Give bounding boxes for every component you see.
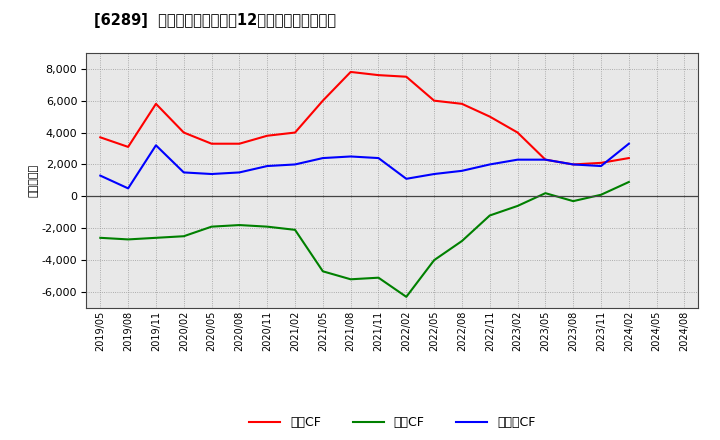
営業CF <box>402 74 410 79</box>
フリーCF <box>513 157 522 162</box>
Line: フリーCF: フリーCF <box>100 144 629 188</box>
フリーCF <box>374 155 383 161</box>
営業CF <box>458 101 467 106</box>
営業CF <box>152 101 161 106</box>
投資CF <box>179 234 188 239</box>
営業CF <box>624 155 633 161</box>
Y-axis label: （百万円）: （百万円） <box>29 164 39 197</box>
投資CF <box>374 275 383 280</box>
投資CF <box>152 235 161 240</box>
投資CF <box>207 224 216 229</box>
営業CF <box>124 144 132 150</box>
営業CF <box>179 130 188 135</box>
投資CF <box>263 224 271 229</box>
フリーCF <box>235 170 243 175</box>
投資CF <box>569 198 577 204</box>
投資CF <box>346 277 355 282</box>
フリーCF <box>179 170 188 175</box>
営業CF <box>207 141 216 147</box>
フリーCF <box>430 171 438 176</box>
Text: [6289]  キャッシュフローの12か月移動合計の推移: [6289] キャッシュフローの12か月移動合計の推移 <box>94 13 336 28</box>
投資CF <box>624 180 633 185</box>
投資CF <box>318 269 327 274</box>
営業CF <box>430 98 438 103</box>
フリーCF <box>458 168 467 173</box>
投資CF <box>124 237 132 242</box>
投資CF <box>291 227 300 232</box>
フリーCF <box>152 143 161 148</box>
営業CF <box>318 98 327 103</box>
投資CF <box>430 257 438 263</box>
フリーCF <box>124 186 132 191</box>
営業CF <box>569 162 577 167</box>
営業CF <box>346 69 355 74</box>
営業CF <box>263 133 271 138</box>
投資CF <box>513 203 522 209</box>
営業CF <box>513 130 522 135</box>
Legend: 営業CF, 投資CF, フリーCF: 営業CF, 投資CF, フリーCF <box>244 411 541 434</box>
営業CF <box>291 130 300 135</box>
フリーCF <box>96 173 104 178</box>
フリーCF <box>569 162 577 167</box>
投資CF <box>402 294 410 300</box>
投資CF <box>96 235 104 240</box>
フリーCF <box>541 157 550 162</box>
営業CF <box>235 141 243 147</box>
Line: 投資CF: 投資CF <box>100 182 629 297</box>
フリーCF <box>291 162 300 167</box>
投資CF <box>597 192 606 198</box>
フリーCF <box>624 141 633 147</box>
フリーCF <box>485 162 494 167</box>
Line: 営業CF: 営業CF <box>100 72 629 165</box>
営業CF <box>96 135 104 140</box>
営業CF <box>374 73 383 78</box>
投資CF <box>235 222 243 228</box>
営業CF <box>597 160 606 165</box>
フリーCF <box>402 176 410 181</box>
フリーCF <box>346 154 355 159</box>
フリーCF <box>597 163 606 169</box>
投資CF <box>485 213 494 218</box>
投資CF <box>541 191 550 196</box>
営業CF <box>541 157 550 162</box>
フリーCF <box>207 171 216 176</box>
フリーCF <box>318 155 327 161</box>
営業CF <box>485 114 494 119</box>
投資CF <box>458 238 467 244</box>
フリーCF <box>263 163 271 169</box>
